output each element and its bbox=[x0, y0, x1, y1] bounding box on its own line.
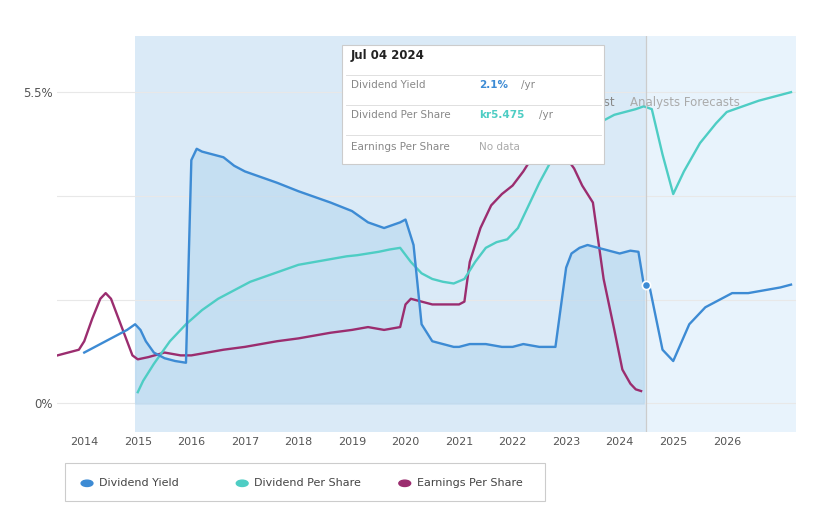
Text: Dividend Per Share: Dividend Per Share bbox=[254, 479, 361, 488]
Text: 2.1%: 2.1% bbox=[479, 80, 507, 90]
Circle shape bbox=[236, 480, 248, 487]
Text: Analysts Forecasts: Analysts Forecasts bbox=[631, 97, 740, 109]
Circle shape bbox=[399, 480, 410, 487]
Text: kr5.475: kr5.475 bbox=[479, 110, 524, 120]
FancyBboxPatch shape bbox=[65, 463, 545, 501]
Text: Earnings Per Share: Earnings Per Share bbox=[351, 142, 450, 151]
Bar bbox=[646, 36, 796, 432]
Text: Dividend Yield: Dividend Yield bbox=[99, 479, 179, 488]
Text: Dividend Per Share: Dividend Per Share bbox=[351, 110, 451, 120]
Bar bbox=[135, 36, 646, 432]
Text: Jul 04 2024: Jul 04 2024 bbox=[351, 49, 424, 61]
Text: Dividend Yield: Dividend Yield bbox=[351, 80, 425, 90]
Text: No data: No data bbox=[479, 142, 520, 151]
FancyBboxPatch shape bbox=[342, 45, 604, 164]
Text: /yr: /yr bbox=[539, 110, 553, 120]
Point bbox=[640, 280, 653, 289]
Circle shape bbox=[81, 480, 93, 487]
Text: /yr: /yr bbox=[521, 80, 535, 90]
Text: Past: Past bbox=[591, 97, 616, 109]
Text: Earnings Per Share: Earnings Per Share bbox=[416, 479, 522, 488]
